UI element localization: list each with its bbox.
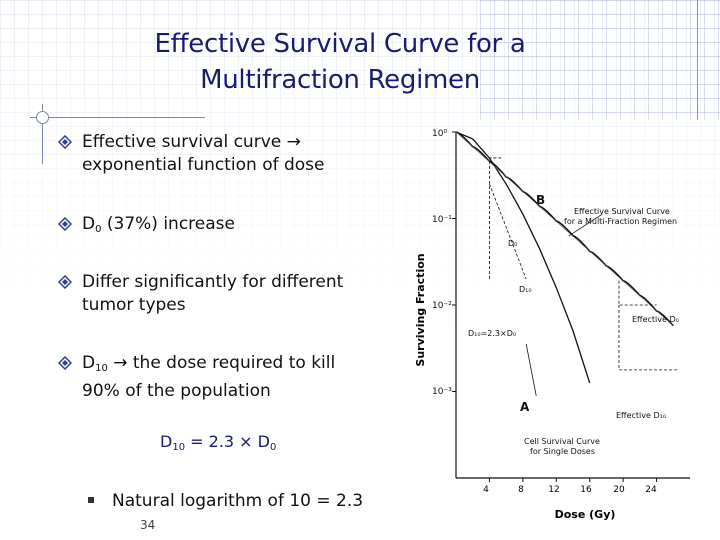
bullet-4: D10 → the dose required to kill 90% of t… [58,352,378,403]
effective-d10-guide [618,305,678,371]
formula-middle: = 2.3 × D [185,432,270,451]
diamond-bullet-icon [58,356,72,370]
single-dose-label-2: for Single Doses [530,447,595,456]
x-tick-label: 20 [613,485,625,495]
d0-subscript: 0 [95,224,102,235]
effective-d10-label: Effective D₁₀ [616,411,666,420]
bullet-4-suffix: → the dose required to kill [107,353,336,373]
y-axis-label: Surviving Fraction [414,253,427,366]
effective-line [455,131,674,326]
y-tick-label: 10⁻¹ [432,215,452,225]
slide-title-line-1: Effective Survival Curve for a [154,29,526,59]
sub-bullet: Natural logarithm of 10 = 2.3 [88,491,363,511]
slide-title-line-2: Multifraction Regimen [200,65,480,95]
diamond-bullet-icon [58,135,72,149]
d0-label: D₀ [508,239,517,248]
chart-annotations: B Effective Survival Curve for a Multi-F… [468,193,679,456]
d10-eq-label: D₁₀=2.3×D₀ [468,329,516,338]
d0-guide [489,157,502,184]
effective-curve-label-2: for a Multi-Fraction Regimen [564,217,677,226]
bullet-2-text: D0 (37%) increase [58,213,378,241]
formula-d: D [160,432,173,451]
bullet-4-line-2: 90% of the population [82,381,271,401]
d10-label: D₁₀ [519,285,532,294]
diamond-bullet-icon [58,275,72,289]
bullet-3-line-1: Differ significantly for different [82,272,344,292]
bullet-4-line-1: D10 → the dose required to kill [58,352,378,380]
chart-y-ticks: 10⁰ 10⁻¹ 10⁻² 10⁻³ [432,129,452,397]
bullet-2: D0 (37%) increase [58,213,378,241]
single-dose-pointer [525,343,537,396]
title-rule [30,117,205,118]
d0-symbol: D [82,214,96,234]
y-tick-label: 10⁰ [432,129,447,139]
bullet-1: Effective survival curve → exponential f… [58,131,378,177]
formula-d0-subscript: 0 [269,442,277,453]
d10-guide [489,183,527,280]
x-axis-label: Dose (Gy) [555,508,616,521]
title-rule-vertical [42,104,43,164]
x-tick-label: 8 [518,485,524,495]
d10-symbol: D [82,353,96,373]
y-tick-label: 10⁻³ [432,387,452,397]
formula-d10-subscript: 10 [172,442,186,453]
chart-plot-area [452,131,690,482]
survival-curve-chart: 10⁰ 10⁻¹ 10⁻² 10⁻³ 4 8 12 16 20 24 Dose … [414,129,690,521]
y-tick-label: 10⁻² [432,301,452,311]
slide-title: Effective Survival Curve for a Multifrac… [40,26,640,98]
x-tick-label: 16 [580,485,592,495]
square-bullet-icon [88,497,94,503]
bullet-2-suffix: (37%) increase [101,214,235,234]
d10-formula: D10 = 2.3 × D0 [160,432,276,453]
bullet-1-line-1: Effective survival curve → [82,132,301,152]
bullet-3: Differ significantly for different tumor… [58,271,378,317]
series-b-curve [455,131,674,327]
effective-curve-label-1: Effective Survival Curve [574,207,670,216]
bullet-3-line-2: tumor types [82,295,186,315]
x-tick-label: 4 [483,485,489,495]
curve-b-label: B [536,193,545,207]
series-a-curve [455,131,591,384]
page-number: 34 [140,518,156,532]
effective-d0-label: Effective D₀ [632,315,679,324]
x-tick-label: 24 [645,485,657,495]
chart-x-ticks: 4 8 12 16 20 24 [483,485,657,495]
x-tick-label: 12 [548,485,559,495]
sub-bullet-text: Natural logarithm of 10 = 2.3 [112,491,364,511]
effective-label-pointer [568,213,603,237]
d10-subscript: 10 [95,363,108,374]
curve-a-label: A [520,400,530,414]
bullet-1-line-2: exponential function of dose [82,155,325,175]
single-dose-label-1: Cell Survival Curve [524,437,600,446]
diamond-bullet-icon [58,217,72,231]
decorative-vertical-line [697,0,698,120]
decorative-grid-corner [480,0,720,120]
title-rule-circle [36,111,49,124]
